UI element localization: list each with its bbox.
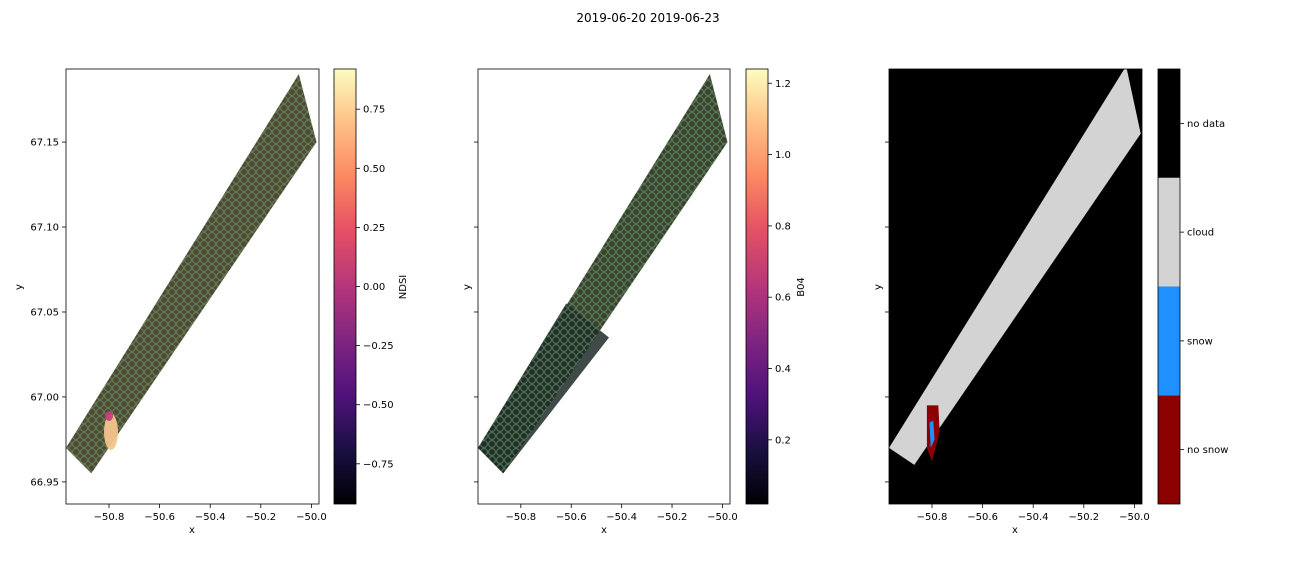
ndsi-colorbar-label: NDSI — [398, 275, 409, 299]
colorbar-tick-label: 0.25 — [363, 223, 385, 234]
b04-colorbar — [745, 68, 769, 505]
x-tick-label: −50.0 — [707, 512, 738, 523]
ndsi-colorbar — [333, 68, 357, 505]
colorbar-tick-label: 0.6 — [775, 293, 791, 304]
colorbar-tick-label: 0.4 — [775, 364, 791, 375]
ndsi-high-value-spot — [104, 414, 118, 450]
ndsi-y-axis-label: y — [14, 284, 25, 290]
y-tick-label: 67.10 — [30, 223, 59, 234]
x-tick-label: −50.4 — [195, 512, 226, 523]
colorbar-tick-label: 0.50 — [363, 164, 385, 175]
classification-x-axis-label: x — [1012, 525, 1018, 536]
class-label: no snow — [1187, 445, 1228, 456]
colorbar-tick-label: 0.00 — [363, 282, 385, 293]
class-label: cloud — [1187, 228, 1214, 239]
class-colorbar-frame — [1157, 68, 1181, 505]
class-swatch — [1158, 395, 1180, 504]
b04-x-axis-label: x — [601, 525, 607, 536]
class-swatch — [1158, 286, 1180, 396]
class-label: no data — [1187, 119, 1225, 130]
x-tick-label: −50.4 — [1018, 512, 1049, 523]
ndsi-plot-frame — [65, 68, 320, 505]
ndsi-x-ticks: −50.8 −50.6 −50.4 −50.2 −50.0 — [94, 504, 327, 523]
classification-x-ticks: −50.8 −50.6 −50.4 −50.2 −50.0 — [917, 504, 1150, 523]
b04-plot-frame — [477, 68, 731, 505]
x-tick-label: −50.6 — [144, 512, 175, 523]
x-tick-label: −50.8 — [94, 512, 125, 523]
ndsi-mid-value-spot — [105, 411, 113, 421]
b04-y-ticks — [474, 141, 478, 483]
b04-y-axis-label: y — [462, 284, 473, 290]
ndsi-x-axis-label: x — [189, 525, 195, 536]
x-tick-label: −50.0 — [1119, 512, 1150, 523]
x-tick-label: −50.6 — [556, 512, 587, 523]
x-tick-label: −50.0 — [296, 512, 327, 523]
snow-region — [929, 420, 935, 448]
b04-swath-markers — [478, 74, 728, 474]
colorbar-tick-label: −0.25 — [363, 341, 394, 352]
classification-colorbar: no snow snow cloud no data — [1157, 68, 1228, 505]
x-tick-label: −50.2 — [1068, 512, 1099, 523]
colorbar-tick-label: 1.0 — [775, 150, 791, 161]
classification-plot-frame — [888, 68, 1143, 505]
classification-panel: −50.8 −50.6 −50.4 −50.2 −50.0 x y no snow sno… — [873, 68, 1228, 536]
figure-suptitle: 2019-06-20 2019-06-23 — [576, 11, 719, 25]
cloud-region — [889, 69, 1141, 465]
b04-colorbar-label: B04 — [796, 277, 807, 297]
class-swatch — [1158, 69, 1180, 178]
classification-y-axis-label: y — [873, 284, 884, 290]
ndsi-swath-markers — [66, 74, 317, 474]
y-tick-label: 67.15 — [30, 138, 59, 149]
colorbar-tick-label: −0.50 — [363, 400, 394, 411]
y-tick-label: 66.95 — [30, 477, 59, 488]
x-tick-label: −50.8 — [506, 512, 537, 523]
ndsi-y-ticks: 66.95 67.00 67.05 67.10 67.15 — [30, 138, 66, 488]
y-tick-label: 67.00 — [30, 392, 59, 403]
classification-y-ticks — [885, 141, 889, 483]
x-tick-label: −50.6 — [967, 512, 998, 523]
b04-panel: −50.8 −50.6 −50.4 −50.2 −50.0 x y 1.2 1.0 0.8 0… — [462, 68, 807, 536]
colorbar-tick-label: 1.2 — [775, 79, 791, 90]
x-tick-label: −50.2 — [245, 512, 276, 523]
colorbar-tick-label: −0.75 — [363, 459, 394, 470]
colorbar-tick-label: 0.8 — [775, 221, 791, 232]
class-swatch — [1158, 177, 1180, 287]
b04-colorbar-ticks: 1.2 1.0 0.8 0.6 0.4 0.2 — [768, 79, 791, 446]
b04-x-ticks: −50.8 −50.6 −50.4 −50.2 −50.0 — [506, 504, 738, 523]
y-tick-label: 67.05 — [30, 307, 59, 318]
colorbar-tick-label: 0.2 — [775, 435, 791, 446]
x-tick-label: −50.4 — [606, 512, 637, 523]
class-label: snow — [1187, 336, 1213, 347]
x-tick-label: −50.2 — [657, 512, 688, 523]
ndsi-panel: −50.8 −50.6 −50.4 −50.2 −50.0 66.95 67.00 67.0… — [14, 68, 409, 536]
x-tick-label: −50.8 — [917, 512, 948, 523]
colorbar-tick-label: 0.75 — [363, 105, 385, 116]
ndsi-colorbar-ticks: 0.75 0.50 0.25 0.00 −0.25 −0.50 −0.75 — [356, 105, 394, 470]
